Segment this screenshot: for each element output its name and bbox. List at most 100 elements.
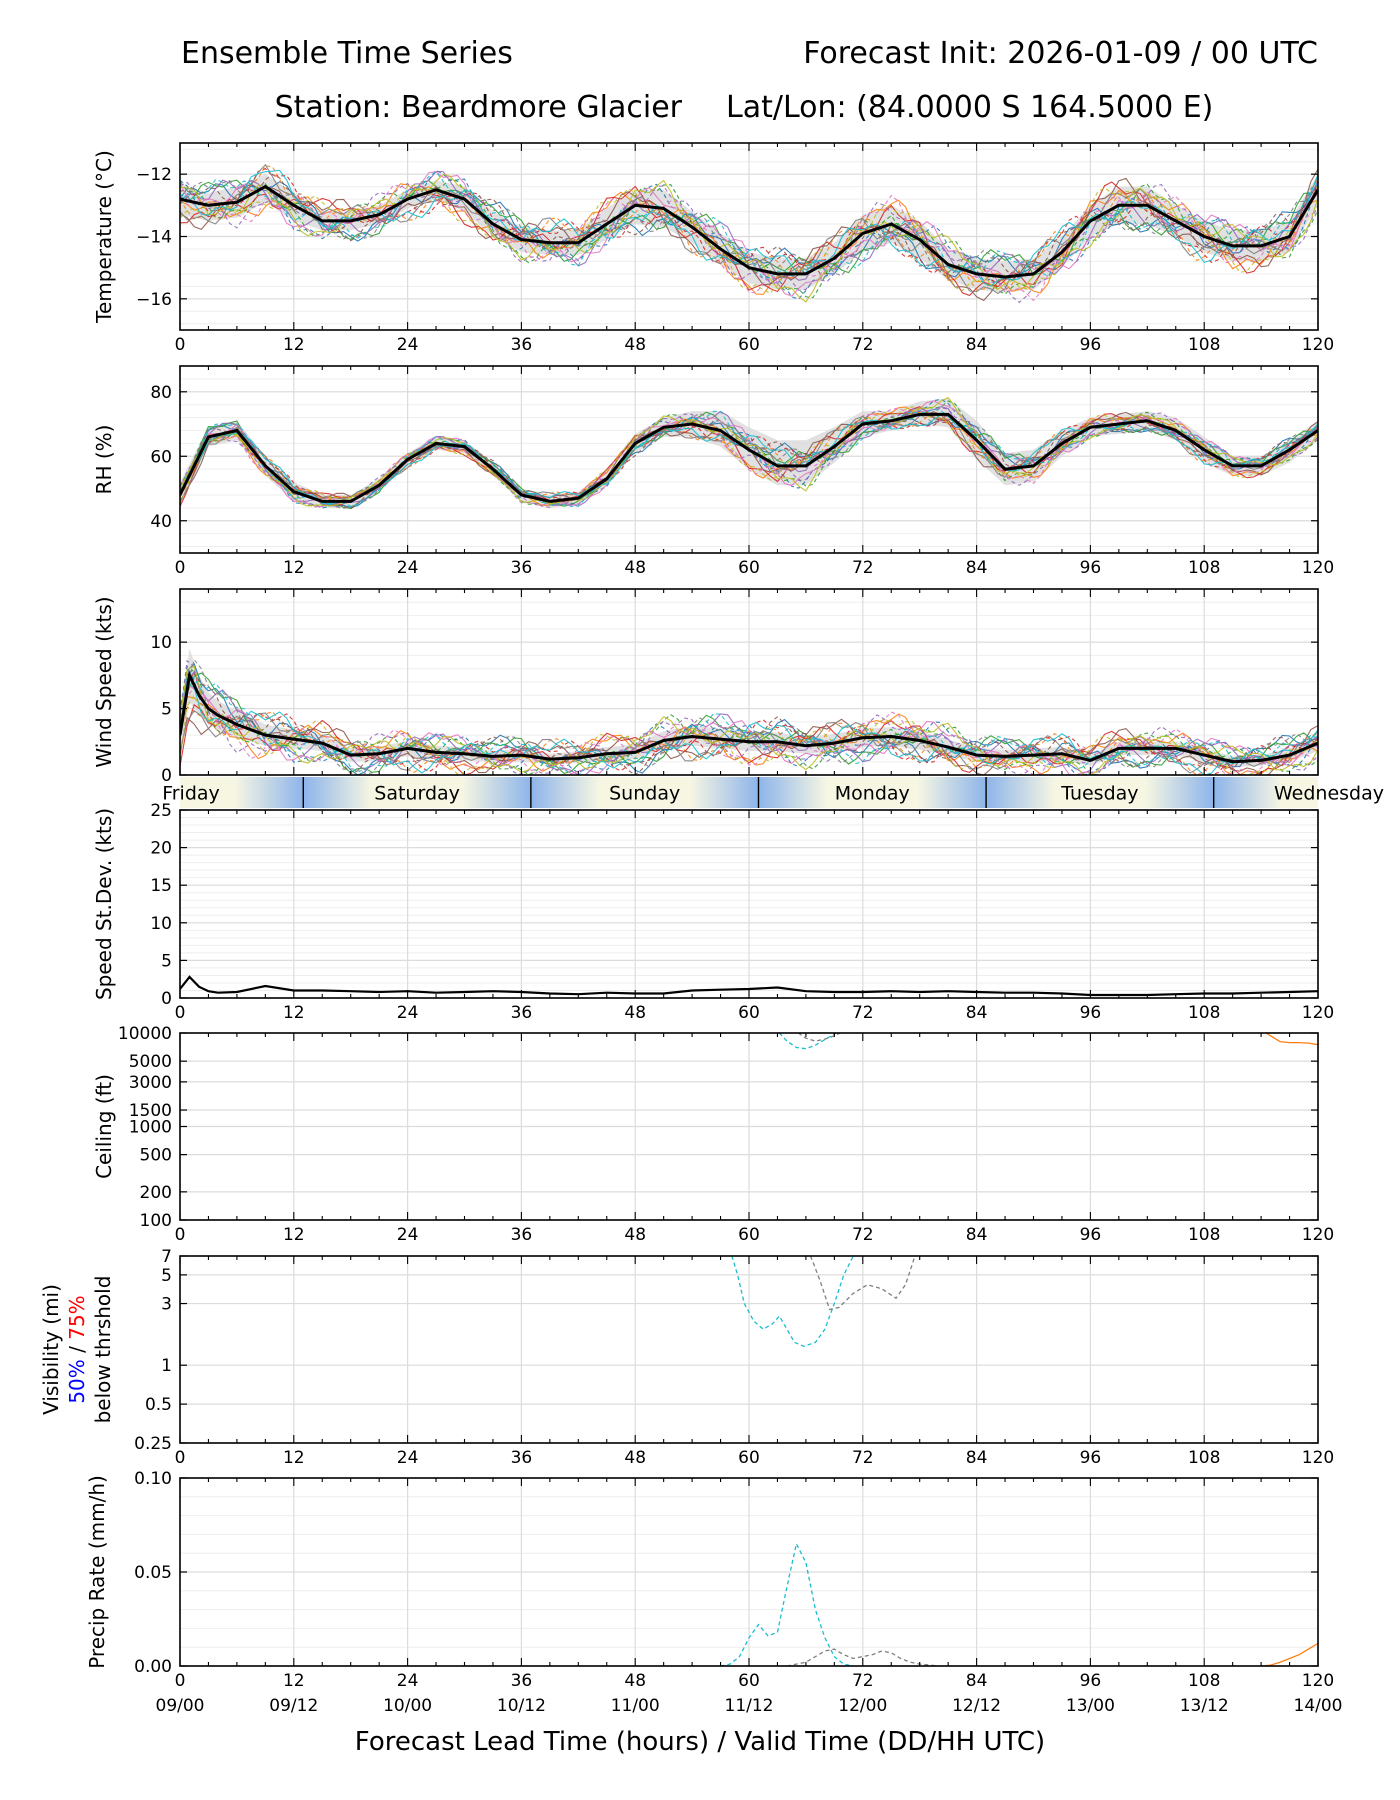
day-bar: Friday Saturday Sunday Monday Tuesday Wednesd… xyxy=(162,777,1384,808)
plot-area-visibility xyxy=(731,1256,916,1347)
x-tick-label: 36 xyxy=(511,1003,533,1023)
panels: −16−14−120 12 24 36 48 60 72 84 96 108 120Temperat… xyxy=(39,142,1343,1716)
x-tick-label: 84 xyxy=(966,335,988,355)
x-tick-label: 24 xyxy=(397,1003,419,1023)
x-tick-label: 120 xyxy=(1302,1448,1334,1468)
ensemble-member xyxy=(180,169,1318,300)
plot-area-precip_rate xyxy=(720,1541,1318,1666)
ensemble-spread xyxy=(180,398,1318,508)
y-tick-label: 0 xyxy=(161,989,172,1009)
day-segment xyxy=(986,777,1214,808)
x-tick-label: 72 xyxy=(852,558,874,578)
member-cyan-line xyxy=(731,1256,854,1347)
ensemble-member xyxy=(180,412,1318,509)
y-tick-label: 5000 xyxy=(129,1052,172,1072)
ensemble-member xyxy=(180,715,1318,775)
ensemble-member xyxy=(180,171,1318,279)
day-label-tuesday: Tuesday xyxy=(1060,783,1138,805)
ensemble-member xyxy=(180,662,1318,775)
y-tick-label: 1000 xyxy=(129,1118,172,1138)
x-valid-tick-label: 10/00 xyxy=(383,1696,432,1716)
plot-area-rh xyxy=(180,396,1318,510)
x-tick-label: 0 xyxy=(175,1671,186,1691)
y-tick-label: 5 xyxy=(161,700,172,720)
ensemble-mean xyxy=(180,184,1318,279)
plot-area-speed_stdev xyxy=(180,975,1318,997)
ensemble-member xyxy=(180,704,1318,775)
y-axis-label: Visibility (mi) xyxy=(39,1284,63,1415)
member-orange-line xyxy=(1265,1033,1318,1046)
x-tick-label: 48 xyxy=(624,1448,646,1468)
y-tick-label: 5 xyxy=(161,951,172,971)
x-valid-tick-label: 14/00 xyxy=(1294,1696,1343,1716)
x-tick-label: 24 xyxy=(397,335,419,355)
x-tick-label: 12 xyxy=(283,335,305,355)
x-tick-label: 96 xyxy=(1080,1225,1102,1245)
pct-separator: / xyxy=(65,1340,89,1359)
x-tick-label: 12 xyxy=(283,1003,305,1023)
x-valid-tick-label: 12/00 xyxy=(838,1696,887,1716)
y-axis-label: Wind Speed (kts) xyxy=(92,596,116,767)
title-right: Forecast Init: 2026-01-09 / 00 UTC xyxy=(803,36,1318,71)
x-tick-label: 84 xyxy=(966,558,988,578)
ensemble-member xyxy=(180,396,1318,507)
x-tick-label: 48 xyxy=(624,1671,646,1691)
x-tick-label: 24 xyxy=(397,1448,419,1468)
day-segment xyxy=(303,777,531,808)
x-tick-label: 108 xyxy=(1188,1448,1220,1468)
x-tick-label: 96 xyxy=(1080,1671,1102,1691)
ensemble-member xyxy=(180,407,1318,508)
day-label-wednesday: Wednesday xyxy=(1274,783,1384,805)
x-tick-label: 120 xyxy=(1302,1225,1334,1245)
member-orange-line xyxy=(1261,1642,1318,1666)
speed-stdev-line xyxy=(180,975,1318,997)
y-tick-label: 0.00 xyxy=(134,1657,172,1677)
day-label-sunday: Sunday xyxy=(609,783,680,805)
plot-area-wind_speed xyxy=(180,648,1318,775)
x-tick-label: 24 xyxy=(397,1225,419,1245)
x-tick-label: 120 xyxy=(1302,1003,1334,1023)
day-segment xyxy=(758,777,987,808)
y-tick-label: 0.10 xyxy=(134,1469,172,1489)
day-segment xyxy=(1213,777,1318,808)
panel-temperature: −16 −14 −12 0 12 24 36 48 60 72 84 96 108 120 Temperat… xyxy=(92,142,1334,355)
ensemble-member xyxy=(180,168,1318,284)
x-valid-tick-label: 10/12 xyxy=(497,1696,546,1716)
y-tick-label: −12 xyxy=(136,165,172,185)
x-tick-label: 36 xyxy=(511,558,533,578)
panel-speed_stdev: 0 5 10 15 20 25 0 12 24 36 48 60 72 84 96 108 120 Speed S… xyxy=(92,801,1334,1023)
x-tick-label: 84 xyxy=(966,1448,988,1468)
x-valid-tick-label: 11/12 xyxy=(725,1696,774,1716)
ensemble-member xyxy=(180,673,1318,775)
x-tick-label: 12 xyxy=(283,1225,305,1245)
ensemble-mean xyxy=(180,412,1318,503)
ensemble-member xyxy=(180,173,1318,280)
header: Ensemble Time Series Forecast Init: 2026… xyxy=(181,36,1318,125)
title-left: Ensemble Time Series xyxy=(181,36,513,71)
ensemble-member xyxy=(180,412,1318,507)
ensemble-member xyxy=(180,681,1318,775)
x-tick-label: 108 xyxy=(1188,558,1220,578)
y-tick-label: 200 xyxy=(140,1183,172,1203)
x-tick-label: 60 xyxy=(738,335,760,355)
day-label-saturday: Saturday xyxy=(374,783,460,805)
y-tick-label: −16 xyxy=(136,290,172,310)
footer: Forecast Lead Time (hours) / Valid Time … xyxy=(355,1727,1045,1757)
panel-wind_speed: 0 5 10 Wind Speed (kts) xyxy=(92,588,1319,786)
x-tick-label: 60 xyxy=(738,1448,760,1468)
y-tick-label: 5 xyxy=(161,1266,172,1286)
y-tick-label: 0.05 xyxy=(134,1563,172,1583)
station-latlon: Lat/Lon: (84.0000 S 164.5000 E) xyxy=(726,90,1213,125)
x-valid-tick-label: 13/12 xyxy=(1180,1696,1229,1716)
x-tick-label: 60 xyxy=(738,1003,760,1023)
x-tick-label: 72 xyxy=(852,1003,874,1023)
x-valid-tick-label: 09/00 xyxy=(156,1696,205,1716)
x-tick-label: 72 xyxy=(852,1671,874,1691)
y-tick-label: 10 xyxy=(150,633,172,653)
day-segment xyxy=(180,777,304,808)
x-tick-label: 48 xyxy=(624,335,646,355)
y-tick-label: 25 xyxy=(150,801,172,821)
ensemble-member xyxy=(180,419,1318,510)
y-tick-label: 40 xyxy=(150,512,172,532)
x-tick-label: 108 xyxy=(1188,335,1220,355)
